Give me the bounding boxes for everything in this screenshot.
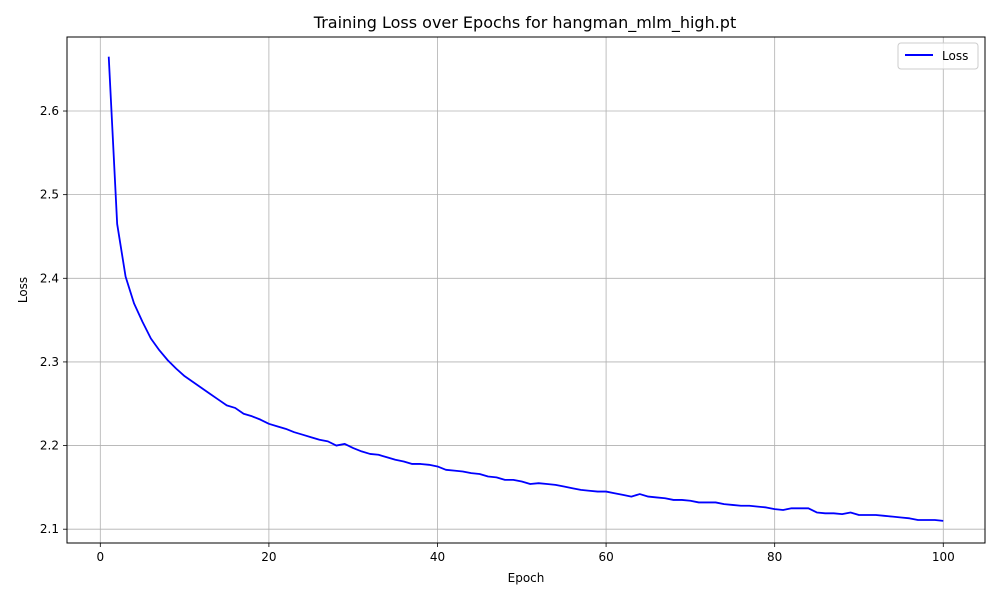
x-tick-label: 20 <box>261 550 276 564</box>
y-tick-label: 2.6 <box>40 104 59 118</box>
x-axis: 0 20 40 60 80 100 <box>96 543 955 564</box>
y-axis: 2.1 2.2 2.3 2.4 2.5 2.6 <box>40 104 67 536</box>
x-tick-label: 80 <box>767 550 782 564</box>
y-axis-label: Loss <box>16 277 30 303</box>
y-tick-label: 2.1 <box>40 522 59 536</box>
x-tick-label: 100 <box>932 550 955 564</box>
grid-lines <box>67 37 985 543</box>
legend-label-loss: Loss <box>942 49 968 63</box>
legend-box <box>897 42 979 70</box>
x-axis-label: Epoch <box>508 571 545 585</box>
y-tick-label: 2.4 <box>40 271 59 285</box>
x-tick-label: 0 <box>96 550 104 564</box>
plot-area-frame <box>66 36 986 544</box>
y-tick-label: 2.2 <box>40 439 59 453</box>
x-tick-label: 40 <box>430 550 445 564</box>
x-tick-label: 60 <box>598 550 613 564</box>
y-tick-label: 2.5 <box>40 188 59 202</box>
chart-title: Training Loss over Epochs for hangman_ml… <box>313 13 736 33</box>
series-layer <box>107 56 944 522</box>
series-line-loss <box>107 56 944 522</box>
y-tick-label: 2.3 <box>40 355 59 369</box>
legend: Loss <box>897 42 979 70</box>
